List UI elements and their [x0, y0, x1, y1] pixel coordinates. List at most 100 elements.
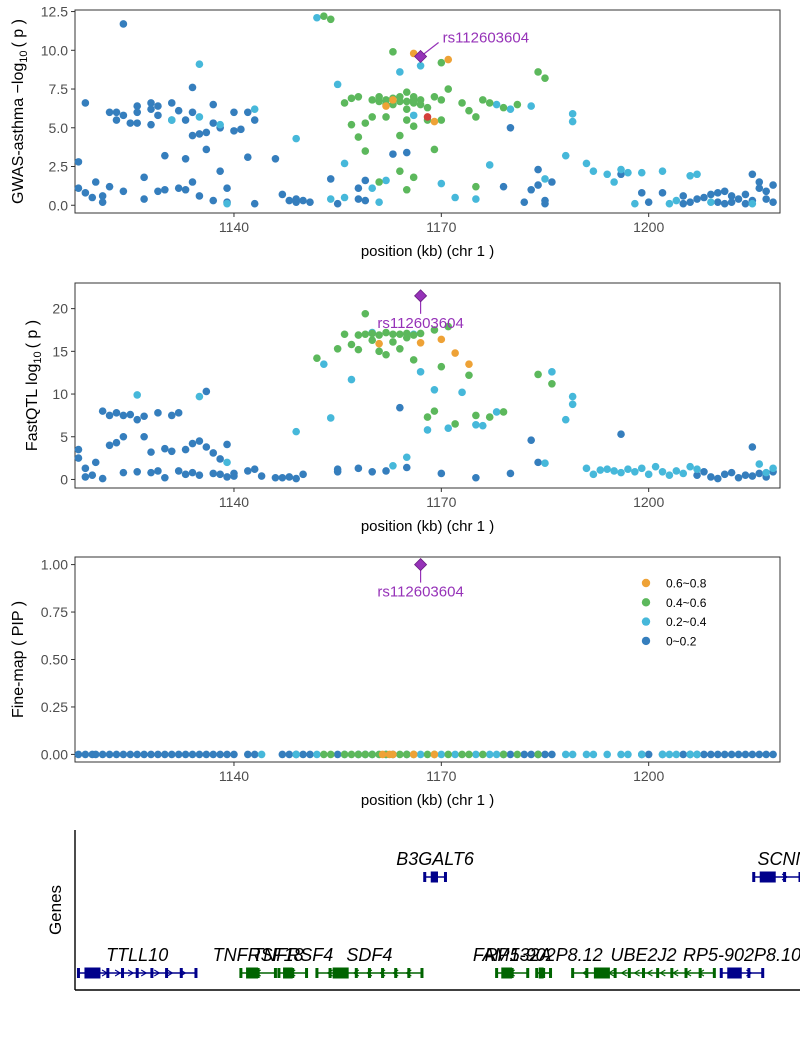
- data-point: [769, 750, 777, 759]
- data-point: [285, 196, 294, 205]
- data-point: [140, 412, 148, 421]
- y-tick-label: 15: [52, 343, 68, 359]
- data-point: [216, 167, 224, 175]
- data-point: [727, 468, 736, 477]
- data-point: [313, 354, 321, 362]
- gene-label: SCNN1D: [758, 849, 800, 869]
- data-point: [174, 750, 183, 759]
- data-point: [389, 750, 397, 759]
- data-point: [216, 750, 224, 759]
- gene-exon: [273, 968, 277, 978]
- data-point: [409, 122, 418, 131]
- gene-label: TNFRSF4: [252, 945, 333, 965]
- data-point: [382, 328, 390, 337]
- strand-arrow: [766, 873, 773, 881]
- data-point: [534, 68, 542, 76]
- legend-label: 0~0.2: [666, 634, 697, 648]
- data-point: [333, 467, 342, 476]
- data-point: [769, 464, 777, 473]
- data-point: [285, 473, 294, 481]
- data-point: [686, 750, 694, 759]
- data-point: [451, 193, 459, 202]
- data-point: [485, 161, 494, 169]
- data-point: [748, 443, 757, 451]
- gene-cds: [246, 967, 259, 979]
- strand-arrow: [326, 969, 333, 977]
- y-tick-label: 10.0: [41, 42, 68, 58]
- y-tick-label: 0.75: [41, 604, 68, 620]
- data-point: [402, 750, 411, 759]
- gene-exon: [407, 968, 411, 978]
- data-point: [596, 466, 605, 474]
- data-point: [320, 360, 328, 368]
- data-point: [375, 339, 383, 348]
- y-axis-label-main: Fine-map ( PIP ): [10, 601, 27, 718]
- data-point: [478, 750, 487, 759]
- strand-arrow: [154, 969, 161, 977]
- data-point: [271, 473, 280, 482]
- data-point: [720, 470, 729, 479]
- y-axis-label-tail: ( p ): [10, 19, 27, 47]
- points: [74, 309, 777, 483]
- data-point: [126, 119, 135, 127]
- data-point: [368, 467, 377, 476]
- data-point: [333, 199, 342, 208]
- gene-rp5-902p8.10: RP5-902P8.10: [683, 945, 800, 979]
- data-point: [347, 750, 356, 759]
- data-point: [257, 750, 266, 759]
- data-point: [713, 750, 722, 759]
- data-point: [167, 116, 176, 124]
- data-point: [686, 172, 694, 180]
- data-point: [326, 414, 335, 422]
- legend: 0.6~0.8 0.4~0.6 0.2~0.4 0~0.2: [641, 577, 707, 648]
- gene-label: SDF4: [346, 945, 392, 965]
- data-point: [527, 750, 535, 759]
- data-point: [423, 426, 432, 434]
- data-point: [437, 58, 446, 67]
- data-point: [437, 750, 446, 759]
- data-point: [582, 750, 591, 759]
- data-point: [209, 119, 218, 127]
- gene-label: B3GALT6: [396, 849, 475, 869]
- data-point: [340, 193, 349, 202]
- data-point: [402, 97, 411, 106]
- data-point: [437, 469, 446, 478]
- data-point: [91, 750, 100, 759]
- data-point: [243, 467, 252, 475]
- strand-arrow: [781, 873, 789, 881]
- data-point: [506, 750, 515, 759]
- data-point: [437, 362, 446, 371]
- strand-arrow: [289, 969, 296, 977]
- data-point: [734, 750, 743, 759]
- y-tick-label: 0.00: [41, 746, 68, 762]
- data-point: [154, 750, 162, 759]
- gene-exon: [627, 968, 631, 978]
- data-point: [568, 392, 577, 401]
- data-point: [472, 182, 480, 191]
- gene-exon: [443, 872, 447, 882]
- strand-arrow: [379, 969, 386, 977]
- data-point: [720, 750, 729, 759]
- gene-cds: [593, 967, 610, 979]
- gene-scnn1d: SCNN1D: [752, 849, 800, 883]
- data-point: [216, 455, 224, 463]
- data-point: [140, 432, 148, 441]
- y-axis-label-subscript: 10: [32, 351, 44, 363]
- data-point: [741, 471, 750, 479]
- strand-arrow: [114, 969, 122, 977]
- data-point: [105, 411, 114, 420]
- data-point: [409, 331, 418, 339]
- data-point: [727, 198, 736, 206]
- data-point: [126, 410, 135, 419]
- data-point: [485, 413, 494, 421]
- data-point: [492, 408, 501, 416]
- data-point: [603, 170, 612, 179]
- data-point: [161, 473, 169, 482]
- data-point: [458, 388, 466, 397]
- data-point: [513, 750, 522, 759]
- y-tick-label: 5: [60, 429, 68, 445]
- data-point: [112, 409, 121, 417]
- data-point: [188, 468, 197, 477]
- data-point: [700, 193, 708, 202]
